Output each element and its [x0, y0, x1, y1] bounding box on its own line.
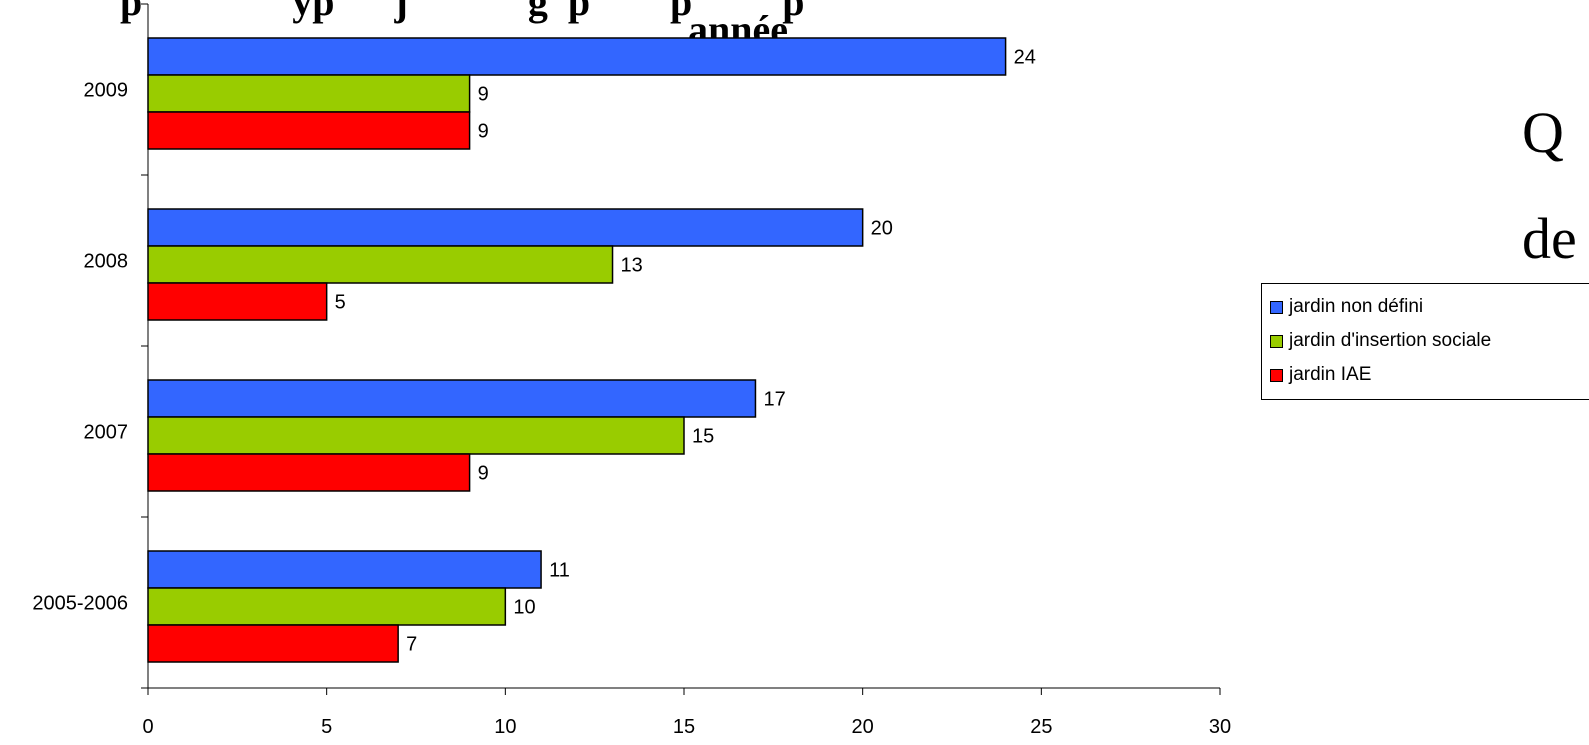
x-tick-label: 20 [852, 716, 874, 738]
y-category-label: 2007 [84, 422, 129, 444]
legend-swatch [1270, 334, 1283, 348]
x-tick-label: 5 [321, 716, 332, 738]
data-label: 7 [406, 634, 417, 656]
legend-item: jardin d'insertion sociale [1270, 330, 1491, 352]
data-label: 10 [513, 597, 535, 619]
bar [147, 587, 507, 626]
legend-swatch [1270, 368, 1283, 382]
chart-legend: jardin non défini jardin d'insertion soci… [1261, 283, 1589, 400]
background-slide-text: de [1522, 206, 1577, 271]
data-label: 9 [478, 463, 489, 485]
x-tick-label: 15 [673, 716, 695, 738]
bar [147, 111, 471, 150]
legend-label: jardin d'insertion sociale [1289, 330, 1492, 351]
bar [147, 245, 614, 284]
bar-chart: 0 5 10 15 20 25 30 2009 24 9 9 2008 20 13 5 2007 17 15 9 20… [32, 3, 1231, 738]
data-label: 5 [335, 292, 346, 314]
data-label: 15 [692, 426, 714, 448]
y-category-label: 2009 [84, 80, 129, 102]
data-label: 20 [871, 218, 893, 240]
data-label: 11 [549, 560, 570, 582]
bar [147, 453, 471, 492]
x-tick-label: 0 [142, 716, 153, 738]
x-tick-label: 30 [1209, 716, 1231, 738]
data-label: 17 [763, 389, 785, 411]
background-slide-text: Q [1522, 100, 1564, 165]
bar [147, 74, 471, 113]
legend-swatch [1270, 300, 1283, 314]
y-category-label: 2008 [84, 251, 129, 273]
bar [147, 379, 757, 418]
bar [147, 416, 685, 455]
bar [147, 208, 864, 247]
bar [147, 550, 542, 589]
chart-title-partial: p yp j g p p p [120, 0, 805, 24]
data-label: 9 [478, 121, 489, 143]
data-label: 24 [1014, 47, 1036, 69]
bar [147, 282, 328, 321]
legend-label: jardin IAE [1289, 364, 1372, 385]
legend-label: jardin non défini [1289, 296, 1424, 317]
data-label: 9 [478, 84, 489, 106]
legend-item: jardin IAE [1270, 364, 1371, 386]
legend-item: jardin non défini [1270, 296, 1423, 318]
bar [147, 37, 1007, 76]
y-category-label: 2005-2006 [32, 593, 128, 615]
x-tick-label: 10 [494, 716, 516, 738]
x-tick-label: 25 [1030, 716, 1052, 738]
bar [147, 624, 399, 663]
data-label: 13 [621, 255, 643, 277]
